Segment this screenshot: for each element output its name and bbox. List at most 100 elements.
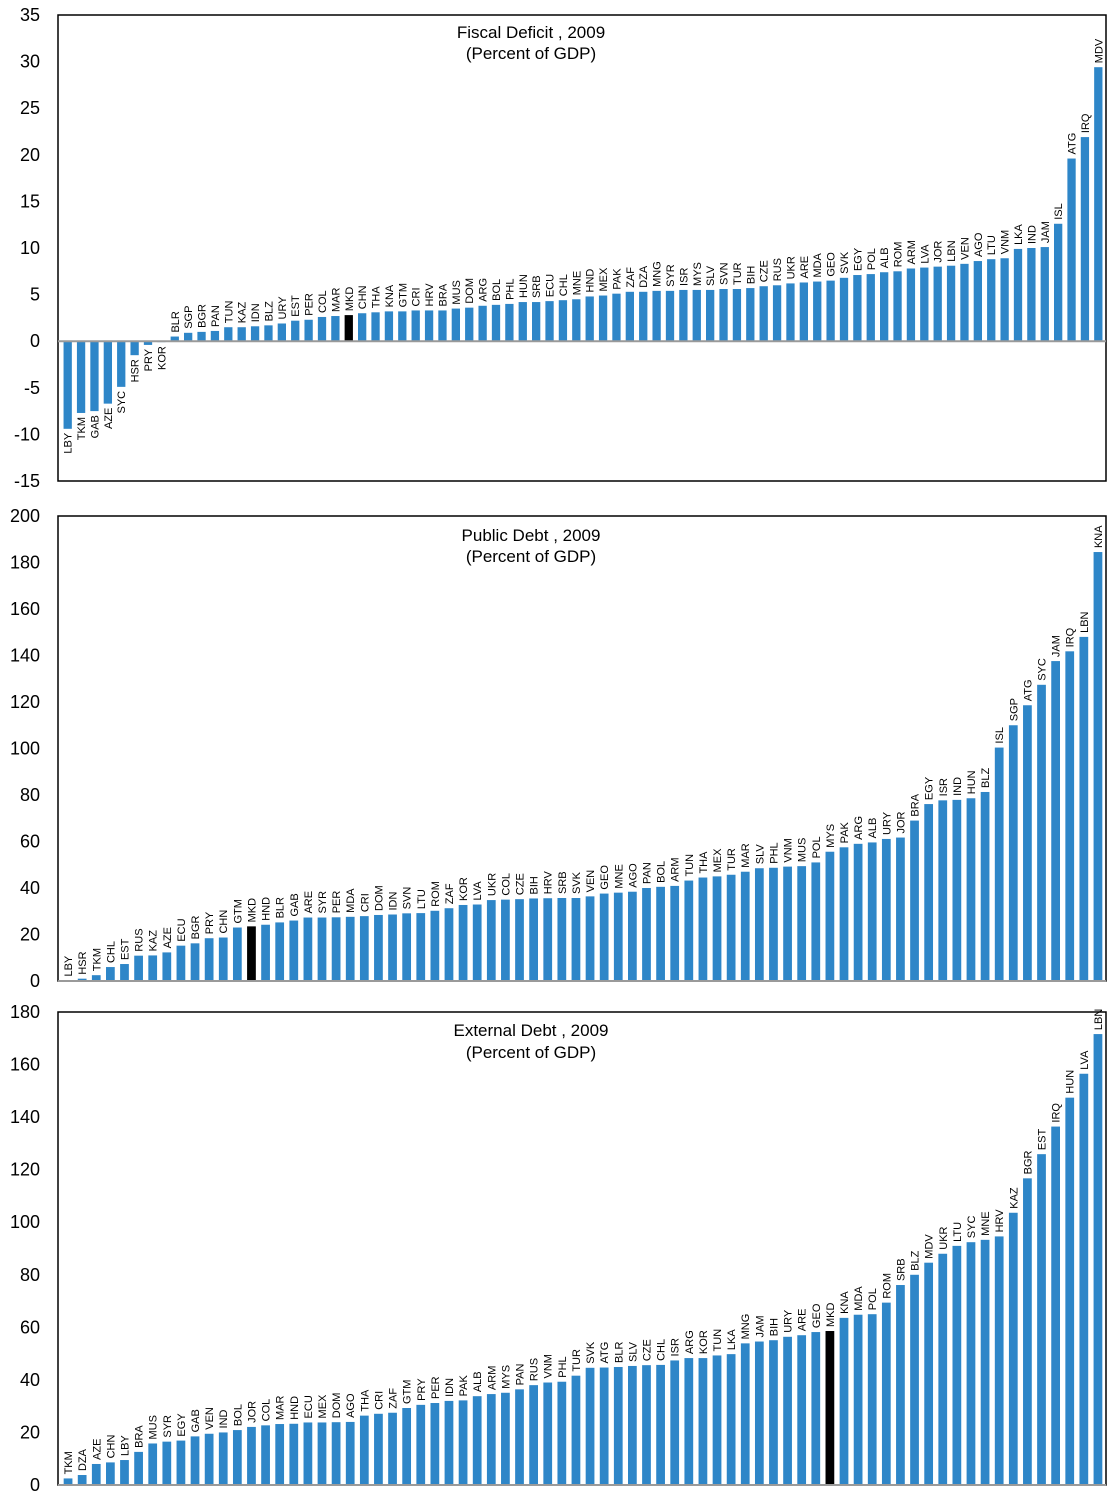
bar-cze	[515, 899, 524, 981]
bar-tha	[371, 312, 380, 342]
category-label: EGY	[852, 247, 864, 271]
category-label: POL	[866, 248, 878, 270]
category-label: HSR	[77, 951, 89, 974]
bar-vnm	[1000, 258, 1009, 342]
bar-jor	[896, 837, 905, 981]
category-label: MYS	[500, 1365, 512, 1389]
bar-mne	[980, 1239, 990, 1485]
bar-jam	[754, 1341, 764, 1485]
plot-frame	[57, 14, 1107, 482]
category-label: EST	[290, 295, 302, 317]
category-label: ARE	[797, 1309, 809, 1332]
y-tick-label: 160	[10, 599, 40, 619]
category-label: MEX	[598, 267, 610, 292]
category-label: LKA	[726, 1329, 738, 1350]
category-label: ARG	[478, 278, 490, 302]
bar-blr	[170, 336, 179, 342]
category-label: KAZ	[1008, 1187, 1020, 1209]
category-label: SGP	[1008, 698, 1020, 721]
bar-sgp	[1008, 725, 1018, 981]
bar-bih	[769, 1340, 778, 1485]
plot-frame	[57, 515, 1107, 982]
category-label: SYC	[1037, 658, 1049, 681]
category-label: PRY	[204, 911, 216, 934]
y-tick-label: 20	[20, 925, 40, 945]
bar-lva	[1079, 1073, 1089, 1485]
category-label: VEN	[204, 1407, 216, 1430]
bar-zaf	[388, 1412, 397, 1485]
y-tick-label: 35	[20, 5, 40, 25]
bar-mar	[331, 316, 340, 342]
bar-mys	[501, 1392, 510, 1485]
bar-dom	[331, 1422, 341, 1485]
bar-syc	[1037, 684, 1046, 981]
category-label: PER	[430, 1376, 442, 1399]
category-label: EST	[119, 938, 131, 960]
bar-mus	[451, 308, 460, 342]
category-label: AZE	[91, 1439, 103, 1460]
category-label: SVK	[571, 871, 583, 894]
category-label: JOR	[246, 1401, 258, 1423]
category-label: URY	[277, 296, 289, 320]
bar-mar	[740, 871, 750, 981]
category-label: IRQ	[1065, 627, 1077, 647]
category-label: LBY	[63, 955, 75, 976]
bar-mdv	[1094, 67, 1103, 342]
category-label: POL	[811, 836, 823, 858]
y-tick-label: 80	[20, 785, 40, 805]
bar-kaz	[1008, 1212, 1018, 1485]
category-label: SRB	[531, 275, 543, 298]
bar-kna	[384, 311, 394, 342]
category-label: HSR	[130, 359, 142, 382]
bar-rus	[772, 285, 782, 342]
category-label: SVK	[585, 1341, 597, 1364]
bar-jor	[933, 266, 942, 342]
category-label: MYS	[692, 262, 704, 286]
category-label: MKD	[344, 287, 356, 312]
bar-aze	[91, 1463, 101, 1485]
category-label: THA	[359, 1389, 371, 1412]
category-label: IND	[1026, 225, 1038, 244]
category-label: LTU	[952, 1222, 964, 1242]
category-label: LVA	[1079, 1050, 1091, 1070]
category-label: IND	[218, 1409, 230, 1428]
category-label: SVN	[719, 262, 731, 285]
category-label: PAK	[458, 1375, 470, 1397]
bar-per	[331, 917, 341, 981]
bar-zaf	[625, 291, 634, 342]
bar-blr	[613, 1367, 623, 1485]
bar-vnm	[783, 866, 792, 981]
bar-mdv	[924, 1262, 934, 1485]
bar-mex	[598, 295, 608, 342]
bar-alb	[867, 842, 877, 981]
category-label: ROM	[881, 1273, 893, 1299]
category-label: BIH	[768, 1318, 780, 1336]
category-label: CRI	[359, 893, 371, 912]
category-label: MUS	[148, 1415, 160, 1439]
bar-pak	[458, 1400, 468, 1485]
bar-pol	[867, 1314, 877, 1485]
bar-ltu	[416, 913, 426, 981]
chart-panel-public-debt: Public Debt , 2009 (Percent of GDP) 0 20 4…	[10, 506, 1107, 991]
category-label: AZE	[162, 927, 174, 948]
category-label: CHN	[357, 285, 369, 309]
category-label: CHL	[656, 1339, 668, 1361]
category-label: CHN	[218, 910, 230, 934]
bar-tkm	[76, 341, 86, 413]
bar-tha	[359, 1415, 369, 1485]
bar-ecu	[545, 301, 554, 342]
y-tick-label: 0	[30, 331, 40, 351]
bar-hun	[518, 302, 527, 342]
category-label: SRB	[895, 1258, 907, 1281]
bar-chn	[218, 937, 228, 981]
category-label: RUS	[772, 258, 784, 281]
bar-atg	[599, 1367, 609, 1485]
bar-pry	[143, 341, 153, 345]
y-tick-label: 15	[20, 191, 40, 211]
bar-ago	[345, 1421, 355, 1485]
category-label: TKM	[91, 948, 103, 971]
category-label: SLV	[705, 265, 717, 286]
category-label: PAK	[611, 268, 623, 290]
bar-tha	[698, 877, 708, 981]
bar-geo	[599, 893, 609, 981]
